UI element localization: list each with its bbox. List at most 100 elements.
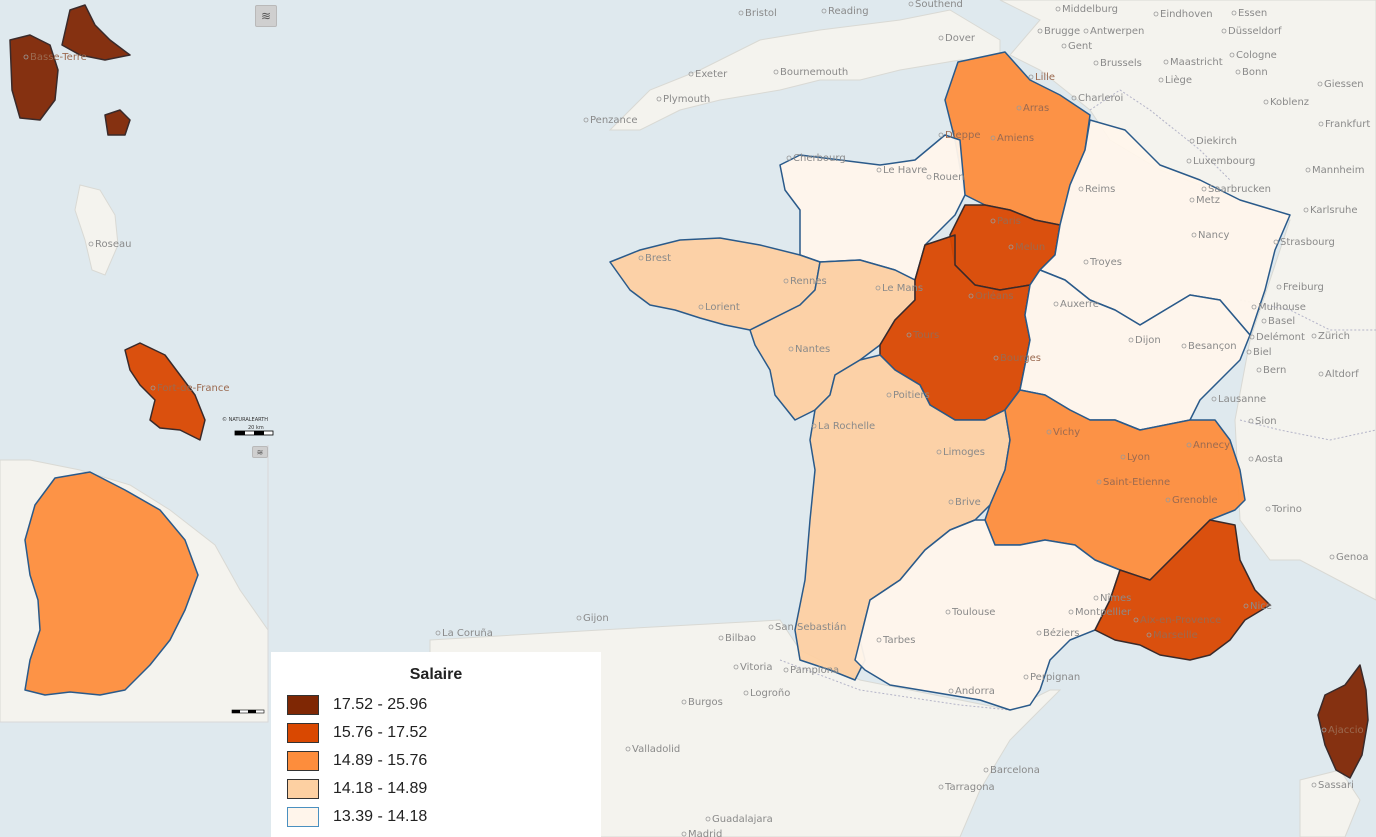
city-dot: [875, 285, 881, 291]
city-dot: [1263, 99, 1269, 105]
city-label: Lyon: [1127, 452, 1150, 463]
city-label: Roseau: [95, 239, 131, 250]
city-dot: [1311, 333, 1317, 339]
city-dot: [1186, 158, 1192, 164]
legend-label: 15.76 - 17.52: [333, 724, 428, 741]
city-dot: [1163, 59, 1169, 65]
layers-icon[interactable]: ≋: [255, 5, 277, 27]
city-dot: [688, 71, 694, 77]
city-label: Nantes: [795, 344, 830, 355]
city-dot: [1037, 28, 1043, 34]
city-dot: [1096, 479, 1102, 485]
layers-icon[interactable]: ≋: [252, 446, 268, 458]
city-dot: [1158, 77, 1164, 83]
city-dot: [876, 637, 882, 643]
city-label: Besançon: [1188, 341, 1237, 352]
city-dot: [681, 831, 687, 837]
city-label: Auxerre: [1060, 299, 1099, 310]
city-label: Madrid: [688, 829, 722, 837]
city-dot: [743, 690, 749, 696]
city-label: La Rochelle: [818, 421, 875, 432]
city-label: Koblenz: [1270, 97, 1309, 108]
city-dot: [1071, 95, 1077, 101]
city-label: Maastricht: [1170, 57, 1223, 68]
scale-bar: © NATURALEARTH 20 km: [222, 416, 274, 436]
city-dot: [1036, 630, 1042, 636]
city-dot: [773, 69, 779, 75]
city-dot: [990, 218, 996, 224]
city-label: Charleroi: [1078, 93, 1123, 104]
city-dot: [1231, 10, 1237, 16]
legend-label: 14.89 - 15.76: [333, 752, 428, 769]
city-dot: [1028, 74, 1034, 80]
region-guadeloupe[interactable]: [9, 4, 131, 136]
city-label: Lille: [1035, 72, 1055, 83]
city-label: Tarbes: [882, 635, 915, 646]
city-label: Barcelona: [990, 765, 1040, 776]
city-label: Strasbourg: [1280, 237, 1335, 248]
city-dot: [738, 10, 744, 16]
city-label: Luxembourg: [1193, 156, 1255, 167]
city-label: Giessen: [1324, 79, 1364, 90]
city-dot: [1189, 197, 1195, 203]
legend-swatch: [287, 779, 319, 799]
city-label: Mannheim: [1312, 165, 1364, 176]
city-label: Bilbao: [725, 633, 756, 644]
city-dot: [786, 155, 792, 161]
city-dot: [1165, 497, 1171, 503]
city-dot: [1261, 318, 1267, 324]
city-dot: [1311, 782, 1317, 788]
city-label: Delémont: [1256, 331, 1305, 343]
city-label: Penzance: [590, 115, 638, 126]
city-dot: [876, 167, 882, 173]
basemap-borders: [779, 89, 1376, 711]
city-dot: [1235, 69, 1241, 75]
region-normandie[interactable]: [779, 134, 966, 281]
region-paca[interactable]: [1094, 519, 1271, 661]
legend-label: 14.18 - 14.89: [333, 780, 428, 797]
city-label: Béziers: [1043, 627, 1080, 639]
city-dot: [938, 132, 944, 138]
city-dot: [1186, 442, 1192, 448]
city-label: Fort-de-France: [157, 383, 230, 394]
city-label: Tours: [912, 330, 939, 341]
city-dot: [1083, 28, 1089, 34]
city-dot: [1329, 554, 1335, 560]
city-labels: Bristol Reading Southend Middelburg Eindhove…: [23, 0, 1370, 837]
city-label: Cologne: [1236, 50, 1277, 61]
city-dot: [1146, 632, 1152, 638]
city-dot: [698, 304, 704, 310]
city-dot: [625, 746, 631, 752]
city-label: Grenoble: [1172, 495, 1218, 506]
city-dot: [1317, 81, 1323, 87]
city-dot: [1221, 28, 1227, 34]
city-label: Nice: [1250, 601, 1272, 612]
city-dot: [1128, 337, 1134, 343]
city-label: Mulhouse: [1258, 302, 1306, 313]
city-label: Orléans: [975, 290, 1014, 302]
legend-label: 13.39 - 14.18: [333, 808, 428, 825]
city-label: Rennes: [790, 276, 827, 287]
city-label: Logroño: [750, 688, 790, 699]
city-label: Genoa: [1336, 552, 1369, 563]
legend-item: 14.18 - 14.89: [287, 778, 427, 800]
city-label: Eindhoven: [1160, 9, 1213, 20]
city-label: Le Havre: [883, 165, 927, 176]
city-dot: [1023, 674, 1029, 680]
region-guyane[interactable]: [24, 471, 199, 696]
city-dot: [1211, 396, 1217, 402]
region-corse[interactable]: [1317, 664, 1369, 779]
city-label: Lausanne: [1218, 394, 1266, 405]
city-dot: [783, 667, 789, 673]
city-dot: [1120, 454, 1126, 460]
region-martinique[interactable]: [124, 342, 206, 441]
city-label: La Coruña: [442, 628, 493, 639]
legend-swatch: [287, 807, 319, 827]
city-dot: [1248, 456, 1254, 462]
city-dot: [1318, 121, 1324, 127]
city-dot: [1008, 244, 1014, 250]
city-label: Brugge: [1044, 26, 1080, 37]
city-dot: [1276, 284, 1282, 290]
city-dot: [1305, 167, 1311, 173]
